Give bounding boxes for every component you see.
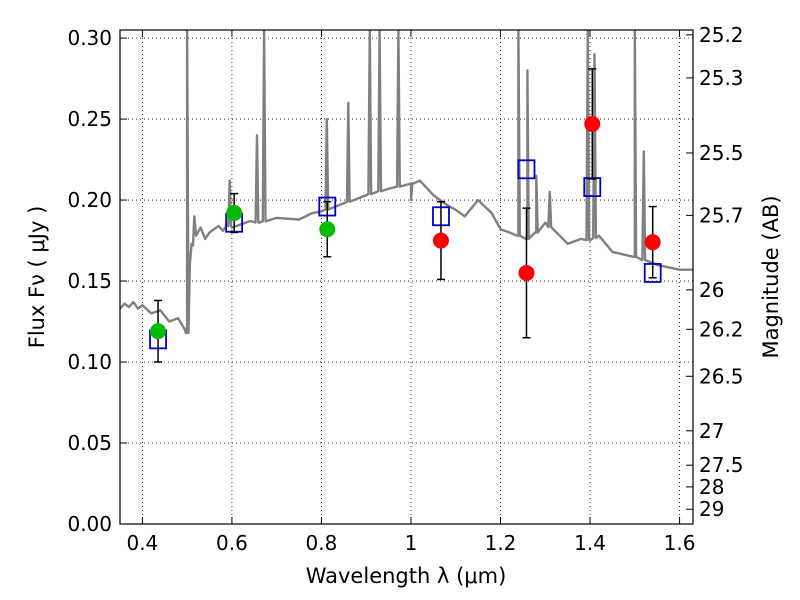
observed-point (518, 264, 535, 281)
y-tick-label: 0.15 (67, 269, 112, 293)
magnitude-tick-label: 26.2 (699, 317, 744, 341)
magnitude-tick-label: 25.5 (699, 141, 744, 165)
x-axis-ticks: 0.4 0.6 0.8 1 1.2 1.4 1.6 (126, 30, 695, 555)
magnitude-tick-label: 29 (699, 497, 724, 521)
y-tick-label: 0.25 (67, 107, 112, 131)
observed-point (226, 205, 243, 222)
magnitude-tick-label: 26 (699, 278, 724, 302)
x-tick-label: 0.8 (306, 531, 338, 555)
magnitude-tick-label: 27 (699, 419, 724, 443)
observed-point (150, 323, 167, 340)
y-tick-label: 0.30 (67, 26, 112, 50)
y-axis-label: Flux Fν ( μJy ) (25, 206, 49, 349)
x-axis-label: Wavelength λ (μm) (306, 564, 507, 588)
magnitude-tick-label: 28 (699, 475, 724, 499)
model-photometry-point (517, 159, 536, 180)
x-tick-label: 0.4 (126, 531, 158, 555)
model-spectrum-layer (120, 30, 693, 335)
observed-point (432, 232, 449, 249)
photometry-layer (149, 68, 662, 363)
observed-point (584, 115, 601, 132)
magnitude-tick-label: 25.7 (699, 203, 744, 227)
observed-point (644, 234, 661, 251)
x-tick-label: 1 (405, 531, 418, 555)
y-tick-label: 0.10 (67, 350, 112, 374)
x-tick-label: 1.4 (574, 531, 606, 555)
y-tick-label: 0.05 (67, 431, 112, 455)
magnitude-axis-label: Magnitude (AB) (759, 195, 783, 358)
x-tick-label: 1.6 (664, 531, 696, 555)
x-tick-label: 0.6 (216, 531, 248, 555)
x-tick-label: 1.2 (485, 531, 517, 555)
magnitude-tick-label: 25.3 (699, 66, 744, 90)
plot-frame (119, 29, 694, 525)
y-tick-label: 0.20 (67, 188, 112, 212)
y-tick-label: 0.00 (67, 512, 112, 536)
model-spectrum-line (120, 30, 693, 335)
y-axis-ticks: 0.00 0.05 0.10 0.15 0.20 0.25 0.30 (67, 26, 127, 536)
observed-point (319, 221, 336, 238)
magnitude-tick-label: 27.5 (699, 453, 744, 477)
magnitude-tick-label: 26.5 (699, 364, 744, 388)
magnitude-tick-label: 25.2 (699, 23, 744, 47)
